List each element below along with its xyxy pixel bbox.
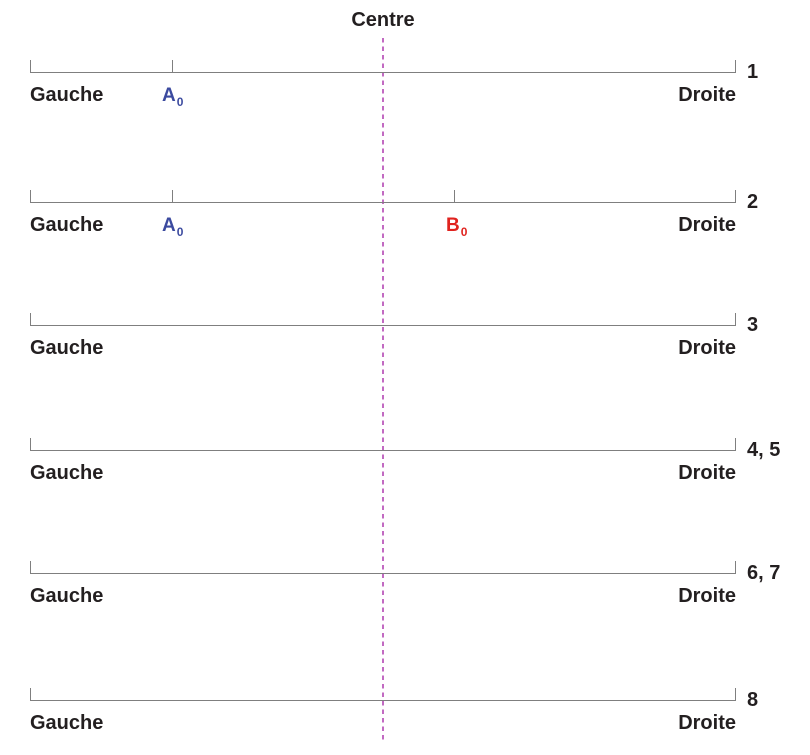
point-a-subscript: 0 [176,95,184,109]
right-end-tick [735,313,736,326]
point-b-base: B [446,215,460,236]
right-end-tick [735,561,736,574]
left-label: Gauche [30,712,104,734]
right-label: Droite [678,462,736,484]
point-b-tick [454,190,455,203]
point-a-label: A0 [162,214,184,239]
row-number: 1 [747,61,759,83]
left-label: Gauche [30,462,104,484]
right-label: Droite [678,337,736,359]
number-line-row-8: Gauche Droite 8 [0,688,810,755]
left-label: Gauche [30,84,104,106]
left-label: Gauche [30,337,104,359]
centre-label: Centre [351,9,415,31]
number-line [30,573,736,574]
right-label: Droite [678,585,736,607]
row-number: 8 [747,689,759,711]
number-line-row-3: Gauche Droite 3 [0,313,810,385]
number-line [30,700,736,701]
left-end-tick [30,313,31,326]
right-end-tick [735,190,736,203]
left-end-tick [30,561,31,574]
right-end-tick [735,60,736,73]
number-line [30,325,736,326]
left-end-tick [30,60,31,73]
right-label: Droite [678,214,736,236]
left-end-tick [30,190,31,203]
point-b-label: B0 [446,214,468,239]
point-a-base: A [162,85,176,106]
row-number: 6, 7 [747,562,781,584]
row-number: 2 [747,191,759,213]
row-number: 3 [747,314,759,336]
point-a-subscript: 0 [176,225,184,239]
point-b-subscript: 0 [460,225,468,239]
point-a-tick [172,190,173,203]
point-a-label: A0 [162,84,184,109]
number-line-row-6-7: Gauche Droite 6, 7 [0,561,810,633]
right-label: Droite [678,84,736,106]
left-end-tick [30,438,31,451]
number-line [30,72,736,73]
right-end-tick [735,688,736,701]
left-end-tick [30,688,31,701]
number-line-row-4-5: Gauche Droite 4, 5 [0,438,810,510]
number-line [30,450,736,451]
point-a-base: A [162,215,176,236]
left-label: Gauche [30,214,104,236]
row-number: 4, 5 [747,439,781,461]
right-end-tick [735,438,736,451]
point-a-tick [172,60,173,73]
number-line [30,202,736,203]
centre-dashed-line [382,38,384,742]
number-line-row-1: Gauche A0 Droite 1 [0,60,810,132]
right-label: Droite [678,712,736,734]
number-line-row-2: Gauche A0 B0 Droite 2 [0,190,810,262]
left-label: Gauche [30,585,104,607]
